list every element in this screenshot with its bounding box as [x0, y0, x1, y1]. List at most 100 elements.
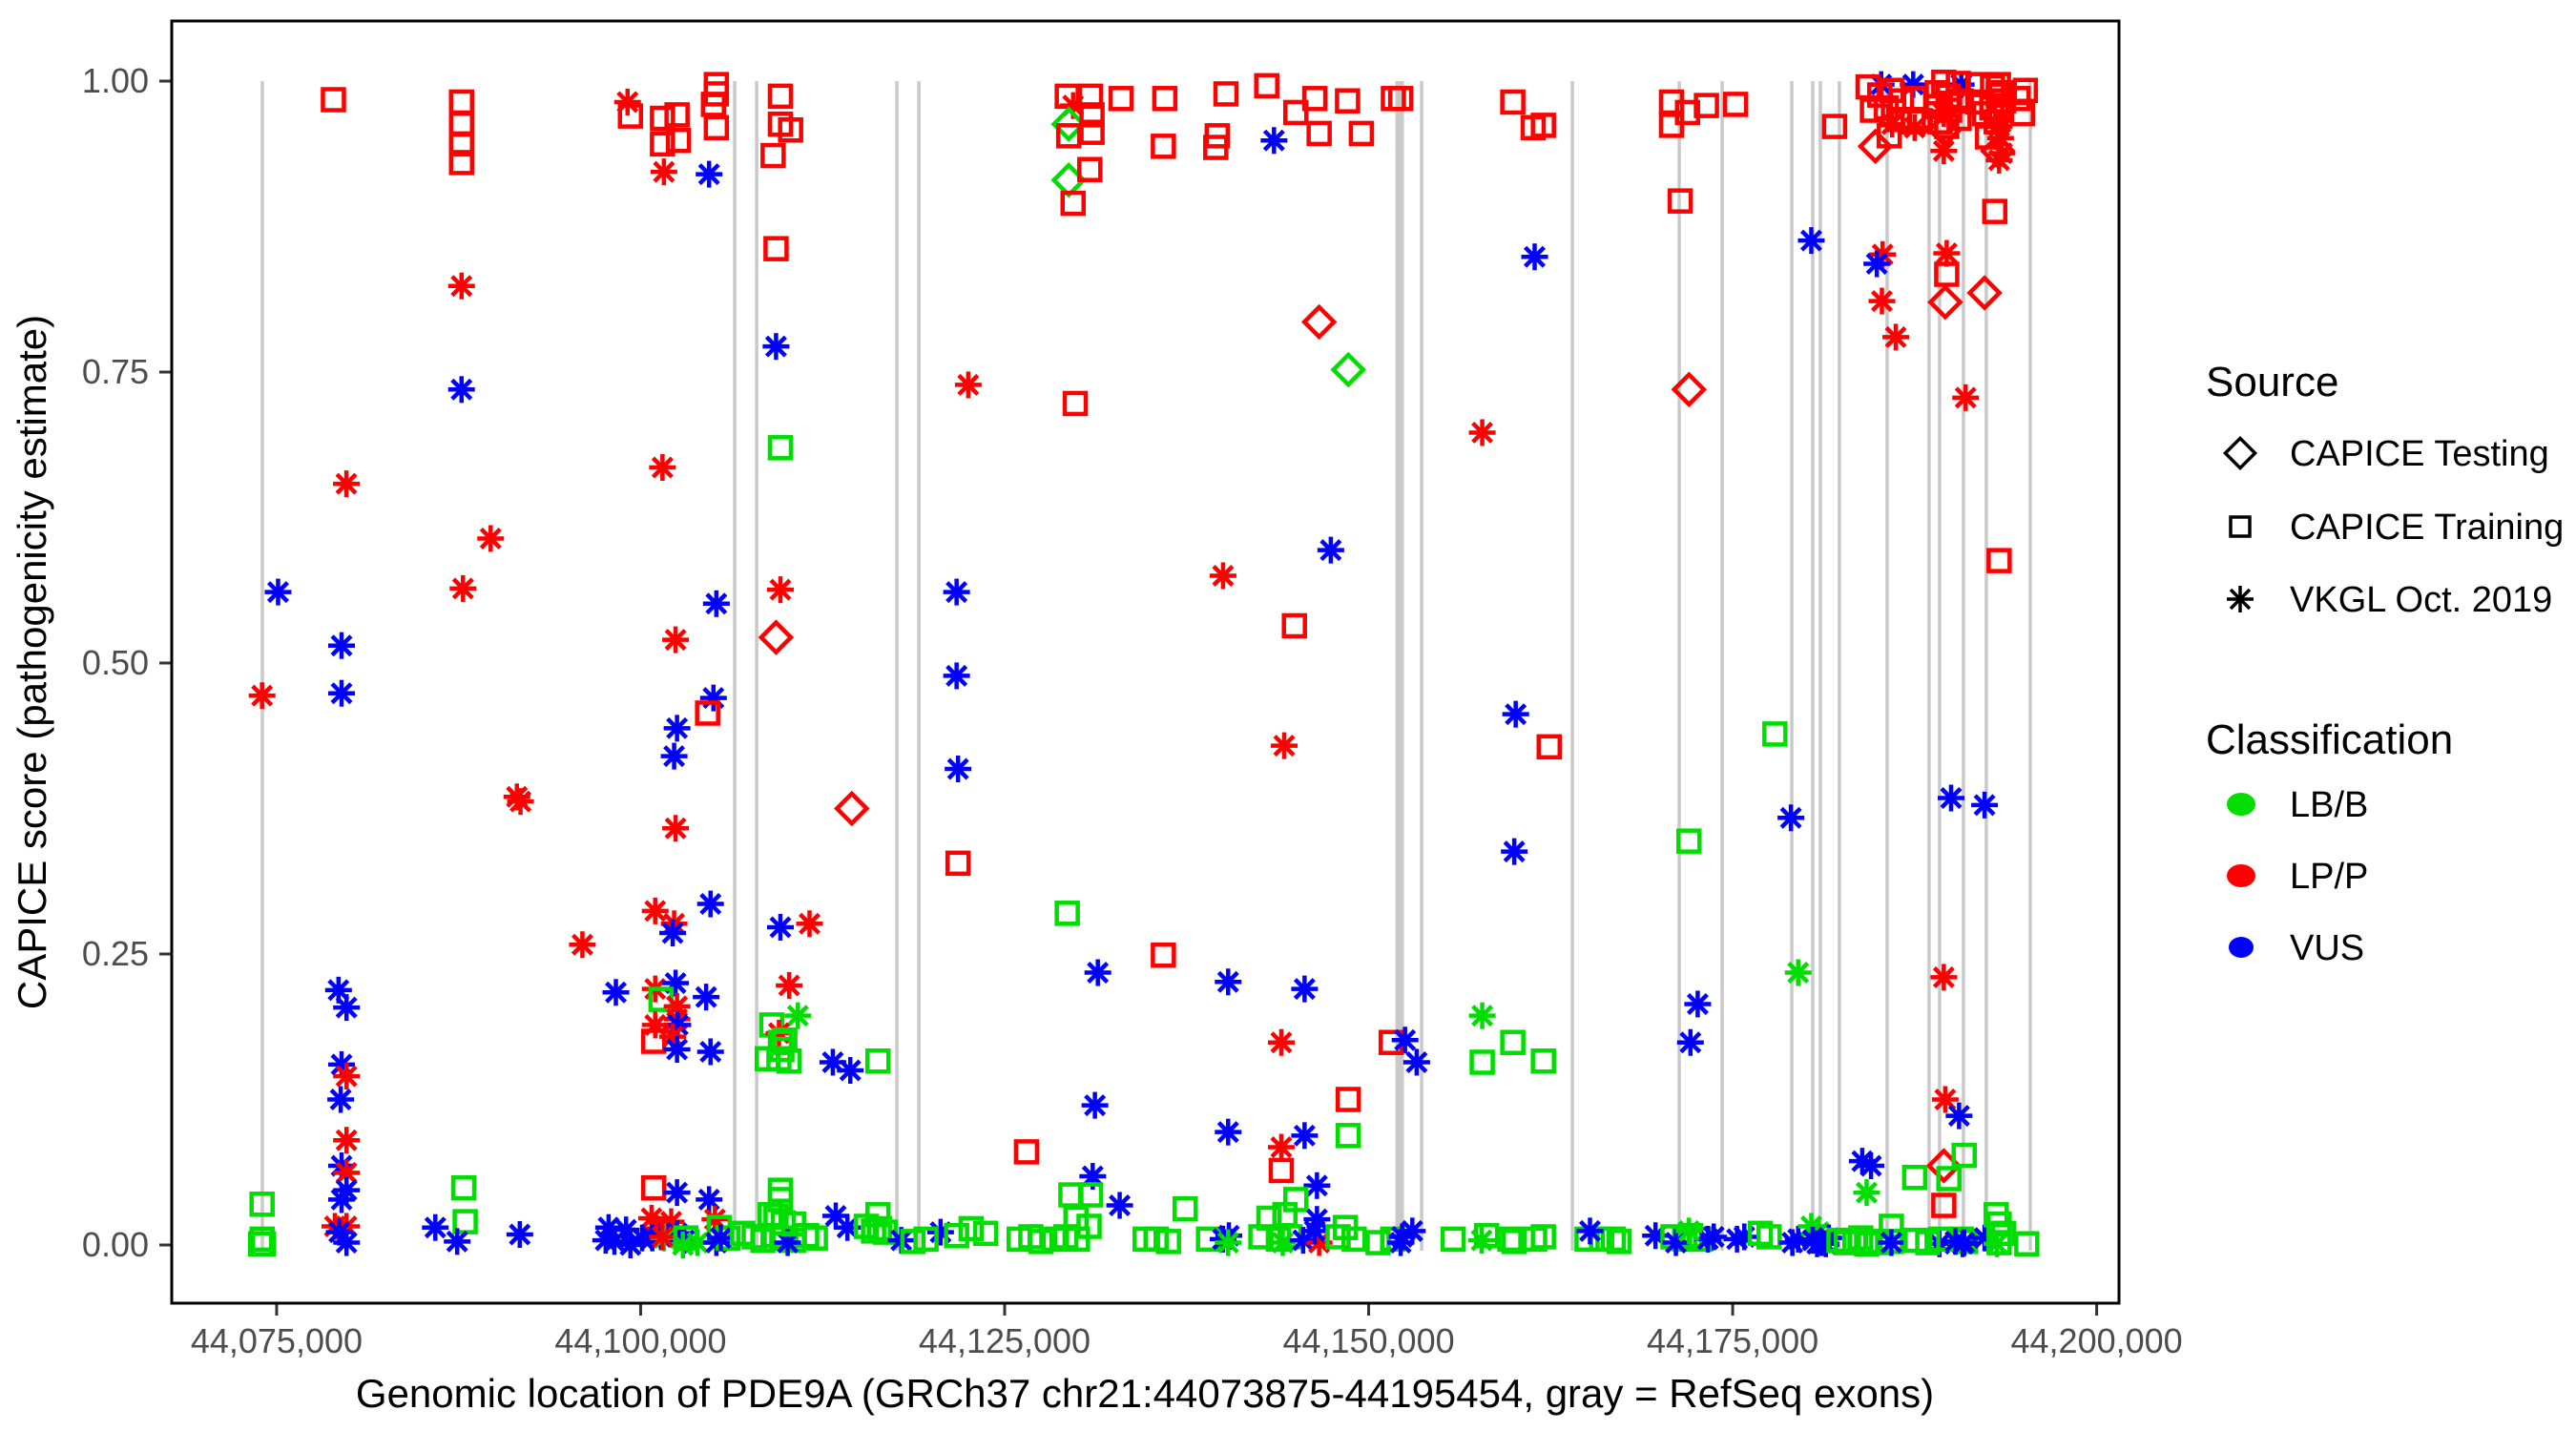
- data-point: [1079, 102, 1105, 128]
- data-point: [569, 931, 596, 959]
- data-point: [696, 890, 724, 918]
- data-point: [1325, 1224, 1351, 1250]
- data-point: [1152, 86, 1178, 112]
- data-point: [640, 1028, 667, 1054]
- data-point: [945, 850, 971, 877]
- data-point: [1952, 384, 1980, 411]
- data-point: [1151, 134, 1176, 159]
- data-point: [972, 1220, 999, 1247]
- lbb-dot-icon: [2227, 793, 2255, 816]
- data-point: [640, 1174, 667, 1201]
- data-point: [1521, 243, 1548, 271]
- x-axis-title: Genomic location of PDE9A (GRCh37 chr21:…: [356, 1371, 1934, 1416]
- data-point: [1348, 120, 1375, 147]
- data-point: [1291, 1122, 1319, 1150]
- data-point: [834, 790, 870, 827]
- data-point: [1062, 390, 1089, 417]
- data-point: [693, 984, 720, 1011]
- data-point: [1028, 1229, 1054, 1255]
- data-point: [1675, 1217, 1703, 1245]
- data-point: [1269, 1229, 1297, 1256]
- data-point: [1930, 137, 1958, 165]
- data-point: [1248, 1224, 1274, 1250]
- data-point: [665, 127, 692, 154]
- data-point: [864, 1047, 891, 1074]
- data-point: [696, 160, 723, 188]
- data-point: [1260, 127, 1288, 155]
- data-point: [760, 142, 786, 169]
- data-point: [1600, 1226, 1627, 1253]
- data-point: [1335, 1087, 1361, 1112]
- data-point: [1063, 1205, 1090, 1232]
- data-point: [1797, 227, 1825, 255]
- data-point: [1203, 135, 1229, 160]
- data-point: [1271, 732, 1298, 759]
- data-point: [328, 679, 356, 707]
- square-icon: [2229, 515, 2252, 538]
- data-point: [1291, 975, 1319, 1003]
- data-point: [659, 920, 687, 947]
- data-point: [1301, 86, 1328, 112]
- data-point: [2009, 100, 2036, 127]
- data-point: [762, 333, 790, 361]
- data-point: [1966, 275, 2003, 311]
- lpp-dot-icon: [2227, 864, 2255, 887]
- data-point: [778, 116, 803, 143]
- data-point: [1693, 93, 1719, 118]
- data-point: [333, 1127, 361, 1154]
- data-point: [1926, 112, 1963, 148]
- data-point: [448, 131, 475, 157]
- data-point: [248, 682, 276, 710]
- data-point: [1440, 1226, 1466, 1253]
- data-point: [1501, 838, 1528, 865]
- y-tick-label: 0.00: [82, 1225, 149, 1264]
- diamond-icon: [2222, 435, 2258, 471]
- data-point: [333, 1063, 361, 1090]
- data-point: [1268, 1157, 1295, 1184]
- data-point: [506, 1221, 533, 1249]
- x-tick-label: 44,200,000: [2011, 1321, 2183, 1360]
- data-point: [1731, 1223, 1758, 1251]
- data-point: [1931, 1192, 1957, 1218]
- data-point: [422, 1213, 449, 1241]
- data-point: [913, 1226, 939, 1253]
- data-point: [1930, 964, 1958, 991]
- data-point: [1155, 1229, 1181, 1255]
- data-point: [649, 1223, 676, 1251]
- data-point: [2014, 1231, 2040, 1257]
- data-point: [1988, 139, 2016, 167]
- y-axis-title: CAPICE score (pathogenicity estimate): [10, 315, 54, 1009]
- data-point: [784, 1002, 812, 1029]
- data-point: [333, 470, 361, 498]
- data-point: [1077, 156, 1103, 182]
- data-point: [696, 1038, 724, 1066]
- legend-item-lpp: LP/P: [2227, 857, 2368, 897]
- asterisk-icon: [2227, 586, 2254, 612]
- data-point: [650, 131, 675, 157]
- data-point: [1050, 106, 1087, 142]
- data-point: [1722, 92, 1749, 117]
- legend: Source CAPICE Testing CAPICE Training VK…: [2206, 359, 2564, 968]
- data-point: [1950, 1229, 1978, 1256]
- data-point: [1853, 1179, 1880, 1207]
- data-point: [958, 1215, 985, 1242]
- data-point: [1915, 1230, 1941, 1255]
- data-point: [1863, 250, 1891, 278]
- data-point: [944, 1222, 969, 1249]
- data-point: [1077, 83, 1104, 110]
- data-point: [2005, 86, 2031, 112]
- data-point: [954, 371, 982, 399]
- data-point: [1013, 1139, 1040, 1165]
- data-point: [1676, 828, 1702, 854]
- data-point: [1536, 734, 1563, 760]
- legend-item-lbb: LB/B: [2227, 785, 2368, 825]
- data-point: [1951, 1142, 1977, 1169]
- data-point: [617, 103, 644, 129]
- data-point: [1172, 1195, 1198, 1222]
- data-point: [333, 994, 361, 1022]
- data-point: [1468, 419, 1496, 446]
- data-point: [1676, 1028, 1704, 1056]
- data-point: [1881, 323, 1909, 351]
- data-point: [321, 87, 346, 113]
- data-point: [1500, 89, 1526, 115]
